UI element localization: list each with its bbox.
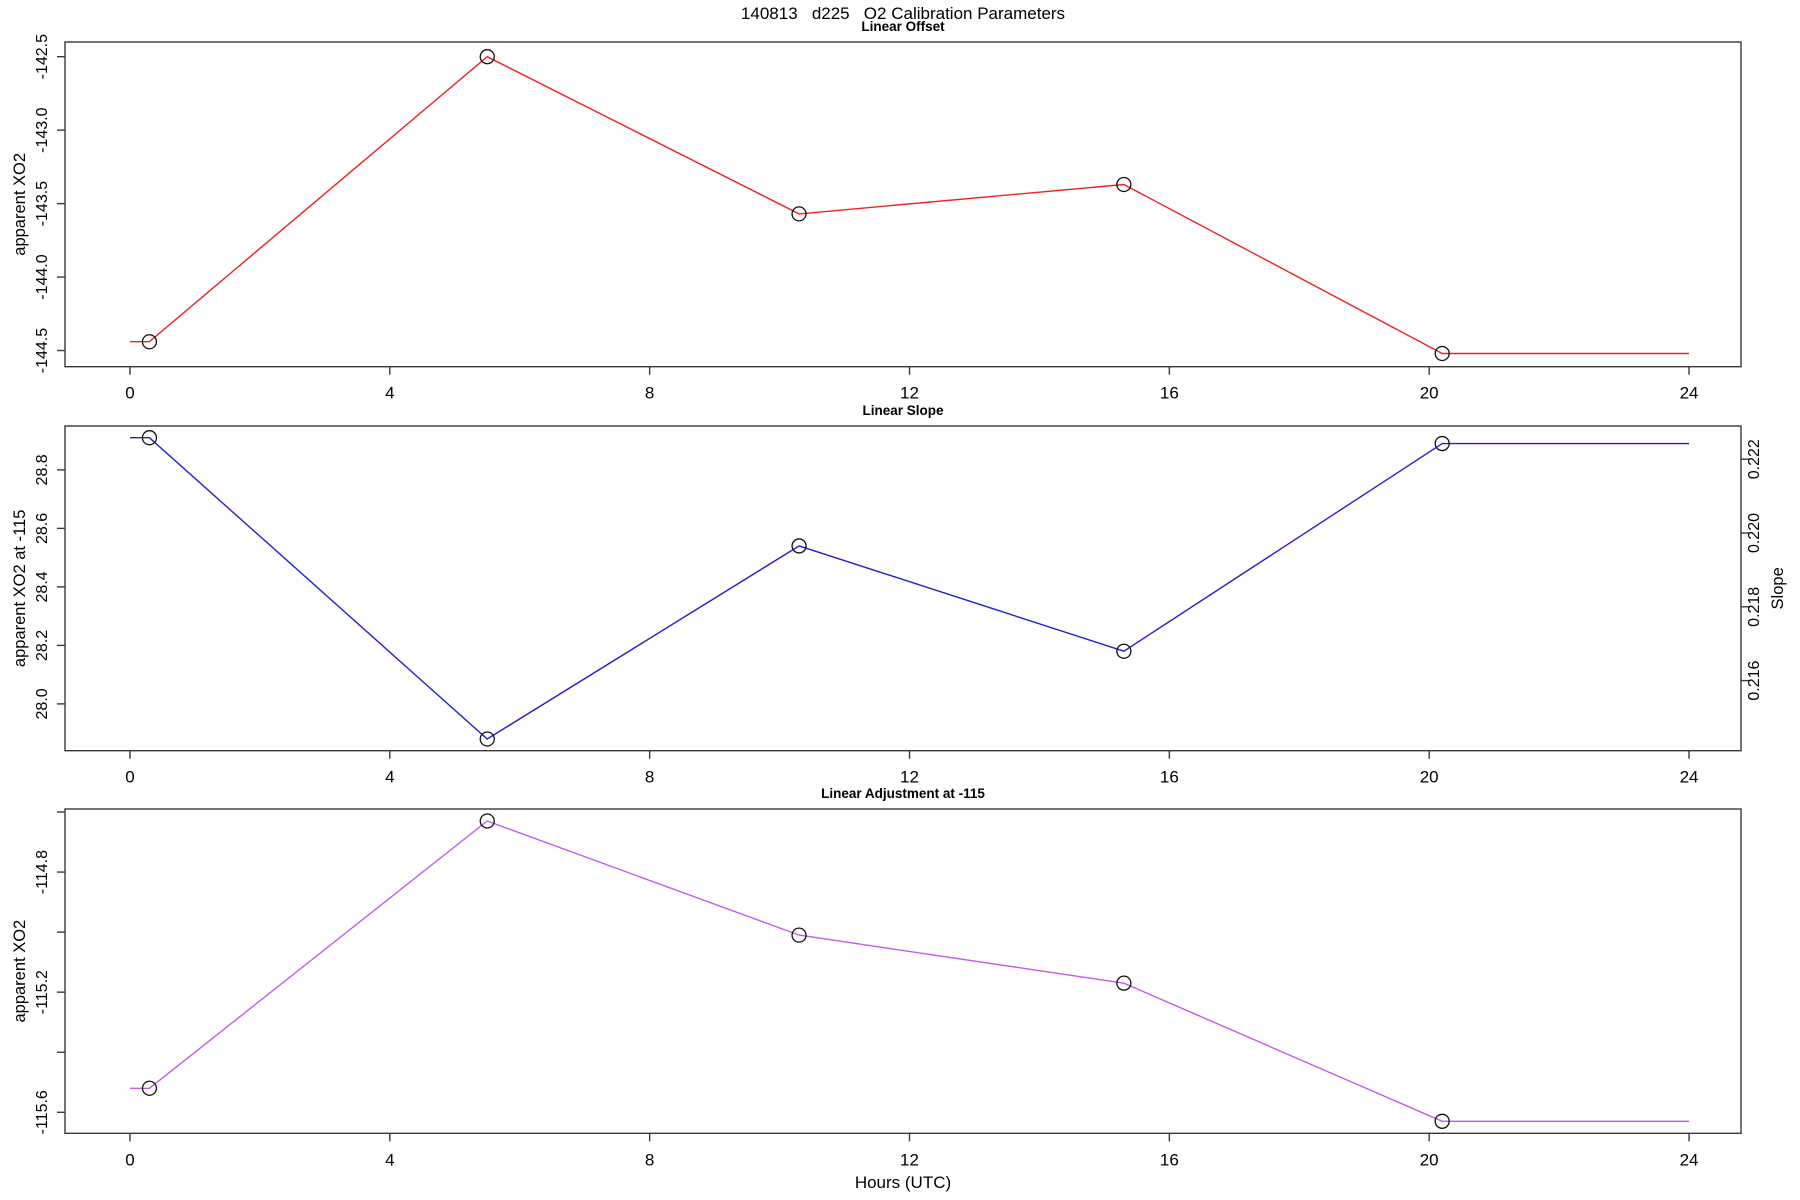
x-tick-label: 16 [1160,384,1179,403]
y-tick-label: -115.2 [34,970,51,1014]
y-tick-label: 28.2 [34,630,51,661]
data-point [479,731,495,747]
y-tick-label: -142.5 [34,34,51,79]
x-tick-label: 8 [645,1150,654,1169]
data-point [479,813,495,829]
series-line [130,55,1689,355]
y-axis: -114.8 -115.2 -115.6 apparent XO2 [11,811,65,1134]
data-point [791,927,807,943]
data-points [141,813,1450,1129]
y2-tick-label: 0.220 [1746,513,1763,553]
x-tick-label: 16 [1160,1150,1179,1169]
series-line [130,820,1689,1123]
data-point [479,49,495,65]
y-tick-label: 28.0 [34,688,51,719]
y2-tick-label: 0.218 [1746,587,1763,627]
y-tick-label: -115.6 [34,1090,51,1134]
y-tick-label: -143.5 [34,181,51,226]
x-tick-label: 0 [125,1150,134,1169]
panel-3-linear-adjustment-at-115: Linear Adjustment at -115 0 4 8 12 16 20 24 -114… [11,786,1742,1169]
data-point [1434,345,1450,362]
x-tick-label: 16 [1160,768,1179,787]
data-point [1434,435,1450,452]
y-tick-label: 28.4 [34,571,51,602]
panel-title: Linear Slope [862,403,944,418]
data-point [141,430,158,446]
y-axis: 28.8 28.6 28.4 28.2 28.0 apparent XO2 at -115 [11,454,65,719]
x-tick-label: 20 [1420,384,1439,403]
y2-axis: 0.222 0.220 0.218 0.216 Slope [1741,439,1787,701]
x-tick-label: 12 [900,768,919,787]
x-tick-label: 4 [385,768,394,787]
y-tick-label: -114.8 [34,850,51,894]
data-point [1434,1113,1450,1129]
y-axis-title: apparent XO2 [11,153,29,256]
x-axis: 0 4 8 12 16 20 24 [125,1133,1698,1169]
x-tick-label: 12 [900,1150,919,1169]
figure-title: 140813 d225 O2 Calibration Parameters [740,4,1066,23]
panel-box [64,808,1742,1134]
x-tick-label: 8 [645,384,654,403]
y-tick-label: -144.5 [34,328,51,373]
x-tick-label: 8 [645,768,654,787]
x-axis: 0 4 8 12 16 20 24 [125,366,1699,403]
y-tick-label: -144.0 [34,254,51,299]
x-axis: 0 4 8 12 16 20 24 [125,750,1699,787]
data-point [141,1080,158,1096]
panel-box [64,425,1742,752]
y2-axis-title: Slope [1769,567,1787,609]
x-tick-label: 24 [1680,384,1699,403]
panel-title: Linear Offset [861,19,945,34]
data-point [1116,975,1132,991]
x-tick-label: 0 [125,768,134,787]
x-tick-label: 4 [385,384,394,403]
data-point [791,538,807,554]
y-tick-label: 28.8 [34,454,51,485]
data-point [141,334,158,350]
panel-box [64,41,1742,368]
x-tick-label: 20 [1420,1150,1439,1169]
x-tick-label: 20 [1420,768,1439,787]
data-point [1116,643,1132,659]
y2-tick-label: 0.216 [1746,660,1763,700]
y-axis: -142.5 -143.0 -143.5 -144.0 -144.5 apparent X… [11,34,65,373]
x-tick-label: 24 [1680,768,1699,787]
series-line [130,437,1689,740]
y-axis-title: apparent XO2 at -115 [11,510,29,667]
panel-1-linear-offset: Linear Offset 0 4 8 12 16 20 24 -142.5 -143.0 -143… [11,19,1742,403]
data-point [791,206,807,222]
y-axis-title: apparent XO2 [11,920,29,1023]
y-tick-label: 28.6 [34,513,51,544]
data-point [1116,176,1132,193]
data-points [141,49,1450,362]
x-tick-label: 0 [125,384,134,403]
y-tick-label: -143.0 [34,107,51,152]
x-tick-label: 24 [1680,1150,1699,1169]
panel-title: Linear Adjustment at -115 [821,786,985,801]
x-tick-label: 4 [385,1150,394,1169]
x-tick-label: 12 [900,384,919,403]
data-points [141,430,1450,747]
x-axis-title: Hours (UTC) [854,1173,952,1192]
y2-tick-label: 0.222 [1746,439,1763,479]
